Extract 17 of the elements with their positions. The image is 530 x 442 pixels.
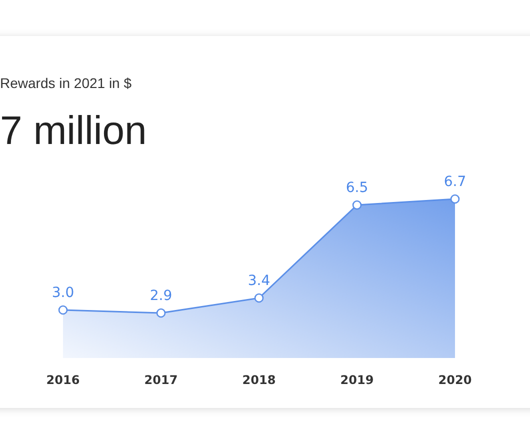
point [450,194,460,204]
point [352,200,362,210]
chart-subtitle: Rewards in 2021 in $ [0,75,132,91]
data-label: 3.4 [248,273,270,289]
data-label: 3.0 [52,285,74,301]
data-label: 6.5 [346,180,368,196]
x-tick-label: 2018 [242,373,276,387]
point [156,308,166,318]
x-tick-label: 2019 [340,373,374,387]
x-tick-label: 2020 [438,373,472,387]
point [254,293,264,303]
chart-title: 7 million [0,109,147,153]
x-tick-label: 2017 [144,373,178,387]
x-tick-label: 2016 [46,373,80,387]
point [58,305,68,315]
data-label: 6.7 [444,174,466,190]
data-label: 2.9 [150,288,172,304]
